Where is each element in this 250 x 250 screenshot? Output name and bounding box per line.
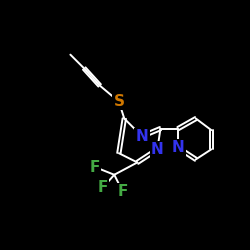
Text: N: N bbox=[151, 142, 164, 157]
Text: F: F bbox=[98, 180, 108, 195]
Text: N: N bbox=[172, 140, 184, 155]
Text: F: F bbox=[90, 160, 100, 174]
Text: N: N bbox=[136, 129, 148, 144]
Text: S: S bbox=[114, 94, 124, 109]
Text: F: F bbox=[118, 184, 128, 199]
